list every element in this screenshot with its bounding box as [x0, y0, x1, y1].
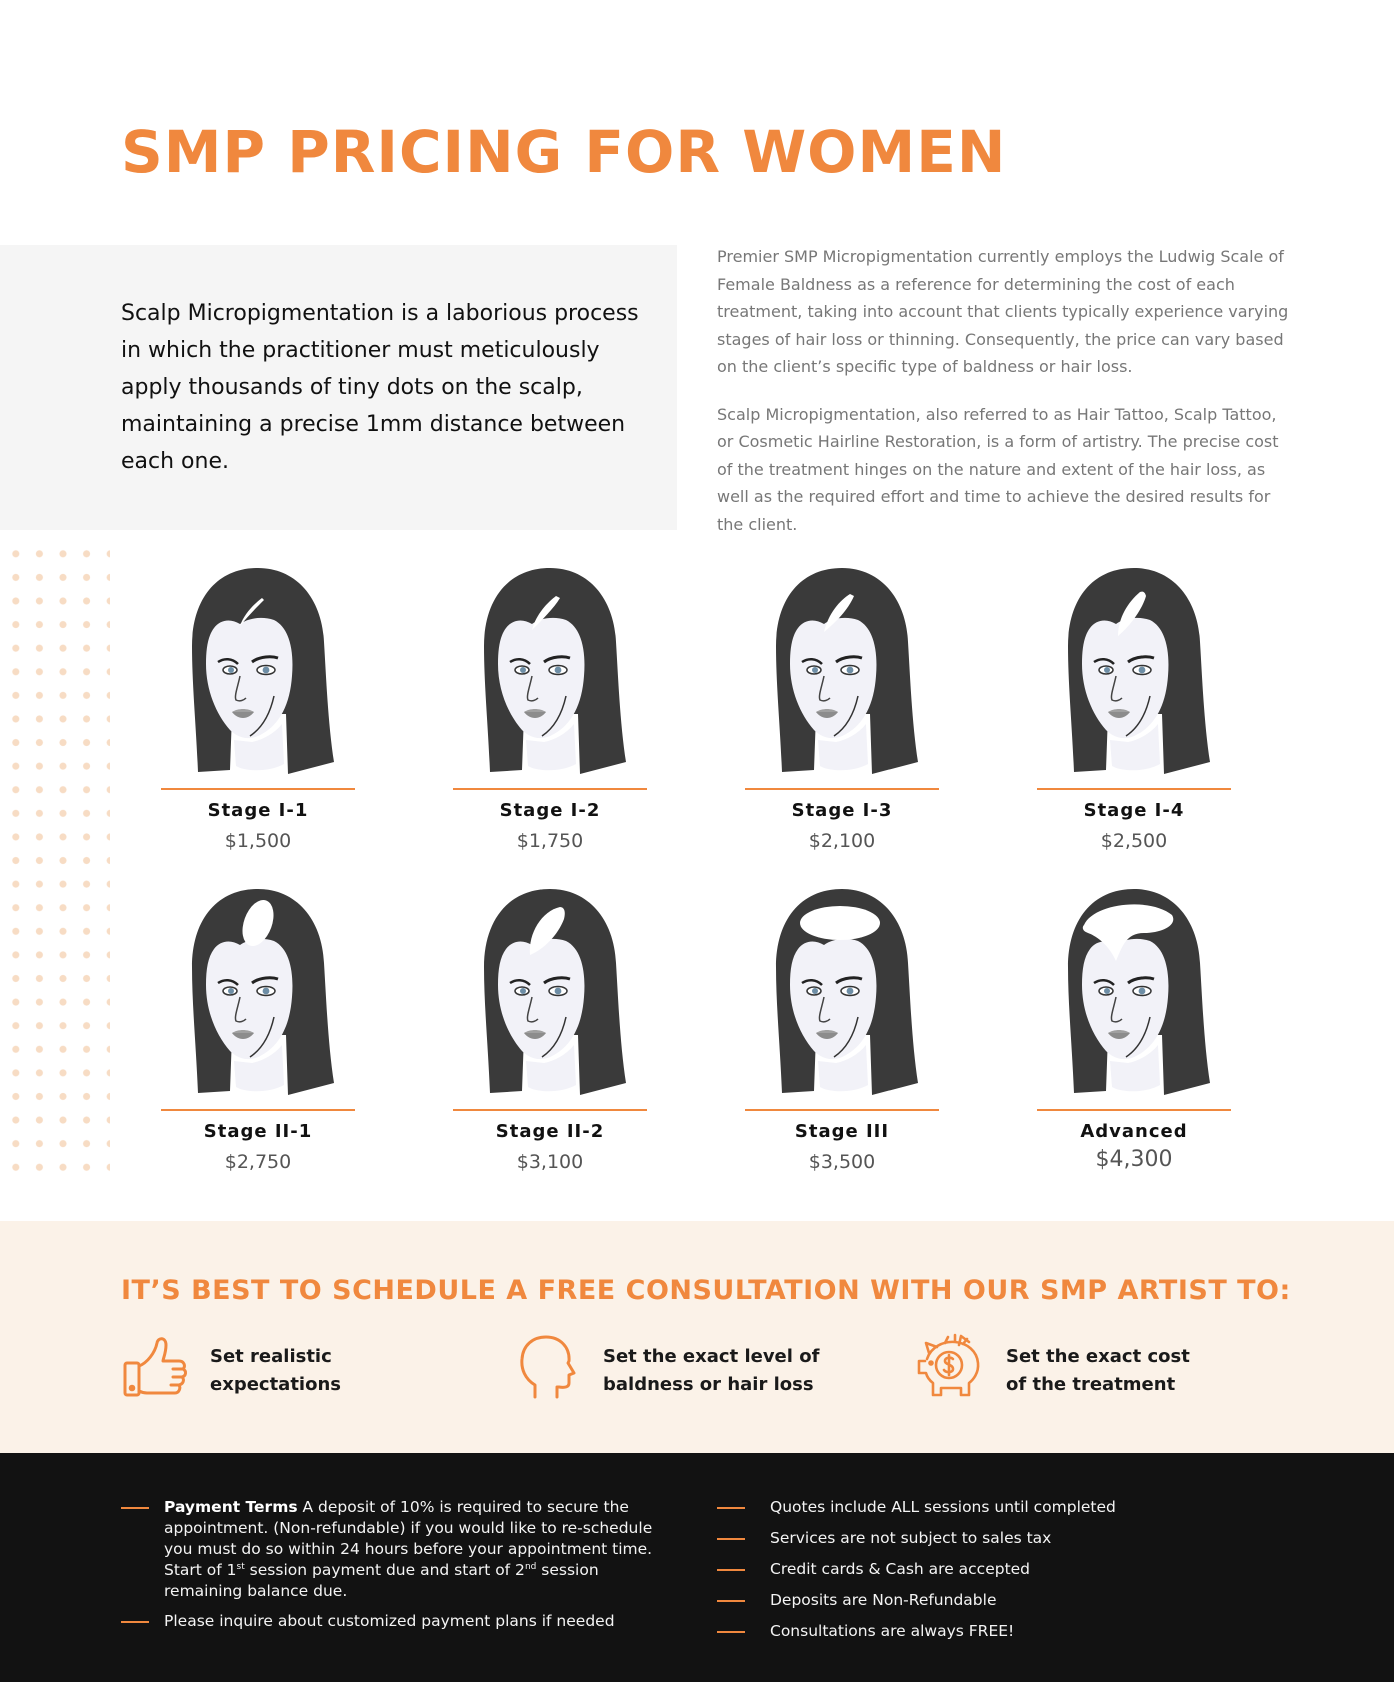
- stage-divider: [1037, 788, 1231, 790]
- payment-terms-list: Payment Terms A deposit of 10% is requir…: [121, 1497, 661, 1641]
- page-title: SMP PRICING FOR WOMEN: [121, 118, 1007, 186]
- policy-note: Deposits are Non-Refundable: [717, 1590, 1277, 1611]
- benefit-text: Set realistic expectations: [210, 1343, 450, 1399]
- stage-divider: [161, 1109, 355, 1111]
- stage-price: $1,750: [516, 830, 584, 852]
- benefit-line: Set the exact level of: [603, 1346, 820, 1367]
- payment-terms-footer: Payment Terms A deposit of 10% is requir…: [0, 1453, 1394, 1682]
- benefit-text: Set the exact level of baldness or hair …: [603, 1343, 863, 1399]
- head-profile-icon: [520, 1335, 576, 1399]
- stage-price: $2,100: [808, 830, 876, 852]
- intro-panel: [0, 245, 677, 530]
- stage-divider: [453, 1109, 647, 1111]
- payment-terms-item: Payment Terms A deposit of 10% is requir…: [121, 1497, 661, 1602]
- stage-price: $2,500: [1100, 830, 1168, 852]
- stage-divider: [745, 788, 939, 790]
- benefit-line: Set realistic: [210, 1346, 332, 1367]
- stage-divider: [453, 788, 647, 790]
- payment-terms-label: Payment Terms: [164, 1498, 298, 1516]
- stage-card: Stage I-1 $1,500: [161, 564, 355, 864]
- payment-plans-item: Please inquire about customized payment …: [121, 1611, 661, 1632]
- stage-name: Stage II-1: [203, 1121, 313, 1142]
- stage-price: $1,500: [224, 830, 292, 852]
- stage-price: $3,500: [808, 1151, 876, 1173]
- policy-note: Quotes include ALL sessions until comple…: [717, 1497, 1277, 1518]
- female-head-illustration-icon: [484, 889, 626, 1095]
- intro-paragraph-2: Scalp Micropigmentation, also referred t…: [717, 404, 1279, 534]
- stage-name: Advanced: [1080, 1121, 1188, 1142]
- consultation-title: IT’S BEST TO SCHEDULE A FREE CONSULTATIO…: [121, 1275, 1291, 1306]
- intro-description: Premier SMP Micropigmentation currently …: [717, 243, 1297, 538]
- stage-price: $2,750: [224, 1151, 292, 1173]
- policy-notes-list: Quotes include ALL sessions until comple…: [717, 1497, 1277, 1652]
- stage-name: Stage I-3: [791, 800, 893, 821]
- stage-price: $3,100: [516, 1151, 584, 1173]
- stage-card: Stage III $3,500: [745, 885, 939, 1185]
- stage-name: Stage III: [794, 1121, 890, 1142]
- female-head-illustration-icon: [192, 568, 334, 774]
- female-head-illustration-icon: [1068, 889, 1210, 1095]
- female-head-illustration-icon: [192, 889, 334, 1095]
- stage-divider: [1037, 1109, 1231, 1111]
- stage-name: Stage II-2: [495, 1121, 605, 1142]
- benefit-line: expectations: [210, 1374, 342, 1395]
- benefit-text: Set the exact cost of the treatment: [1006, 1343, 1246, 1399]
- benefit-line: of the treatment: [1006, 1374, 1176, 1395]
- stage-card: Stage I-2 $1,750: [453, 564, 647, 864]
- stage-divider: [161, 788, 355, 790]
- stage-card: Stage I-3 $2,100: [745, 564, 939, 864]
- stage-card: Advanced $4,300: [1037, 885, 1231, 1185]
- policy-note: Consultations are always FREE!: [717, 1621, 1277, 1642]
- stage-price: $4,300: [1095, 1147, 1173, 1172]
- benefit-line: Set the exact cost: [1006, 1346, 1190, 1367]
- stage-name: Stage I-2: [499, 800, 601, 821]
- payment-terms-text: session payment due and start of 2: [244, 1561, 525, 1579]
- female-head-illustration-icon: [1068, 568, 1210, 774]
- policy-note: Credit cards & Cash are accepted: [717, 1559, 1277, 1580]
- stage-name: Stage I-1: [207, 800, 309, 821]
- stage-card: Stage I-4 $2,500: [1037, 564, 1231, 864]
- ordinal-suffix: st: [236, 1561, 245, 1572]
- female-head-illustration-icon: [484, 568, 626, 774]
- consultation-section: IT’S BEST TO SCHEDULE A FREE CONSULTATIO…: [0, 1221, 1394, 1453]
- benefit-line: baldness or hair loss: [603, 1374, 814, 1395]
- payment-terms-text: session remaining balance due.: [164, 1561, 599, 1600]
- policy-note: Services are not subject to sales tax: [717, 1528, 1277, 1549]
- stage-card: Stage II-2 $3,100: [453, 885, 647, 1185]
- stage-card: Stage II-1 $2,750: [161, 885, 355, 1185]
- decorative-dot-pattern: [4, 542, 110, 1182]
- female-head-illustration-icon: [776, 889, 918, 1095]
- thumbs-up-icon: [123, 1337, 187, 1397]
- female-head-illustration-icon: [776, 568, 918, 774]
- stage-name: Stage I-4: [1083, 800, 1185, 821]
- stage-divider: [745, 1109, 939, 1111]
- intro-lead-text: Scalp Micropigmentation is a laborious p…: [121, 301, 639, 474]
- ordinal-suffix: nd: [524, 1561, 537, 1572]
- piggy-bank-icon: [917, 1333, 980, 1397]
- payment-terms-text: A deposit of 10% is required to secure t…: [164, 1498, 653, 1579]
- intro-paragraph-1: Premier SMP Micropigmentation currently …: [717, 247, 1289, 376]
